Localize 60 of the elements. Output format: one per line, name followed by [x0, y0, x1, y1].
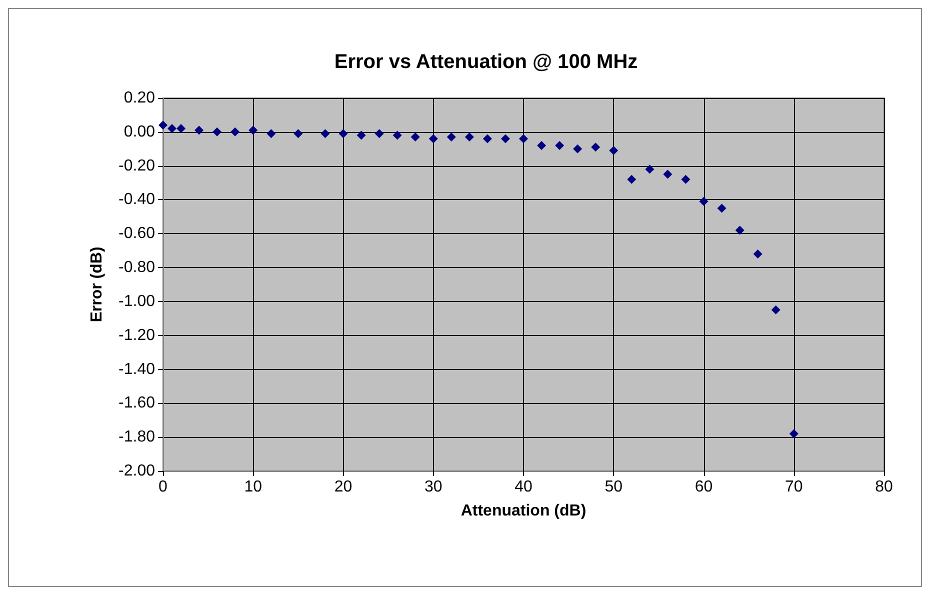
point: [645, 164, 654, 174]
point: [374, 129, 384, 138]
point: [356, 130, 366, 140]
point: [482, 134, 492, 144]
point: [771, 305, 780, 314]
y-tick-label: -0.20: [118, 157, 156, 174]
point: [609, 146, 618, 156]
point: [681, 174, 690, 184]
point: [699, 196, 708, 206]
x-tick-label: 10: [244, 478, 262, 496]
point: [294, 129, 303, 138]
point: [410, 132, 420, 142]
point: [212, 127, 222, 136]
x-axis-title: Attenuation (dB): [460, 502, 586, 520]
point: [248, 126, 258, 135]
y-tick-label: -1.00: [118, 292, 156, 310]
x-tick-label: 50: [604, 478, 623, 496]
x-tick-label: 20: [334, 478, 352, 496]
point: [753, 249, 762, 258]
x-tick-label: 30: [424, 478, 442, 496]
point: [789, 429, 798, 438]
y-tick-label: -1.60: [118, 394, 156, 412]
chart-title: Error vs Attenuation @ 100 MHz: [334, 51, 638, 73]
point: [428, 134, 438, 144]
y-tick-label: -1.40: [118, 360, 156, 378]
y-tick-label: -1.80: [118, 428, 156, 446]
x-tick-label: 70: [784, 478, 803, 496]
x-tick-label: 0: [158, 478, 168, 496]
y-axis-title: Error (dB): [88, 246, 106, 322]
point: [591, 142, 600, 152]
point: [735, 226, 744, 235]
y-tick-label: -0.60: [118, 225, 156, 242]
y-tick-label: -0.80: [118, 259, 156, 276]
y-tick-label: 0.00: [124, 123, 156, 140]
point: [338, 129, 348, 138]
point: [266, 129, 276, 138]
point: [392, 130, 402, 140]
point: [158, 120, 168, 130]
point: [194, 126, 204, 135]
x-tick-label: 80: [875, 478, 893, 496]
point: [500, 134, 510, 144]
y-tick-label: -0.40: [118, 191, 156, 208]
point: [519, 134, 528, 144]
y-tick-label: -1.20: [118, 326, 156, 344]
x-tick-label: 60: [694, 478, 713, 496]
point: [663, 170, 672, 179]
point: [464, 132, 474, 142]
point: [717, 204, 726, 213]
point: [627, 174, 636, 184]
point: [168, 124, 177, 134]
point: [446, 132, 456, 142]
y-tick-label: 0.20: [124, 90, 156, 106]
point: [320, 129, 330, 138]
point: [573, 144, 582, 154]
point: [230, 127, 240, 136]
point: [537, 140, 546, 150]
x-tick-label: 40: [514, 478, 532, 496]
y-tick-label: -2.00: [118, 462, 156, 480]
point: [555, 140, 564, 150]
point: [176, 124, 186, 134]
